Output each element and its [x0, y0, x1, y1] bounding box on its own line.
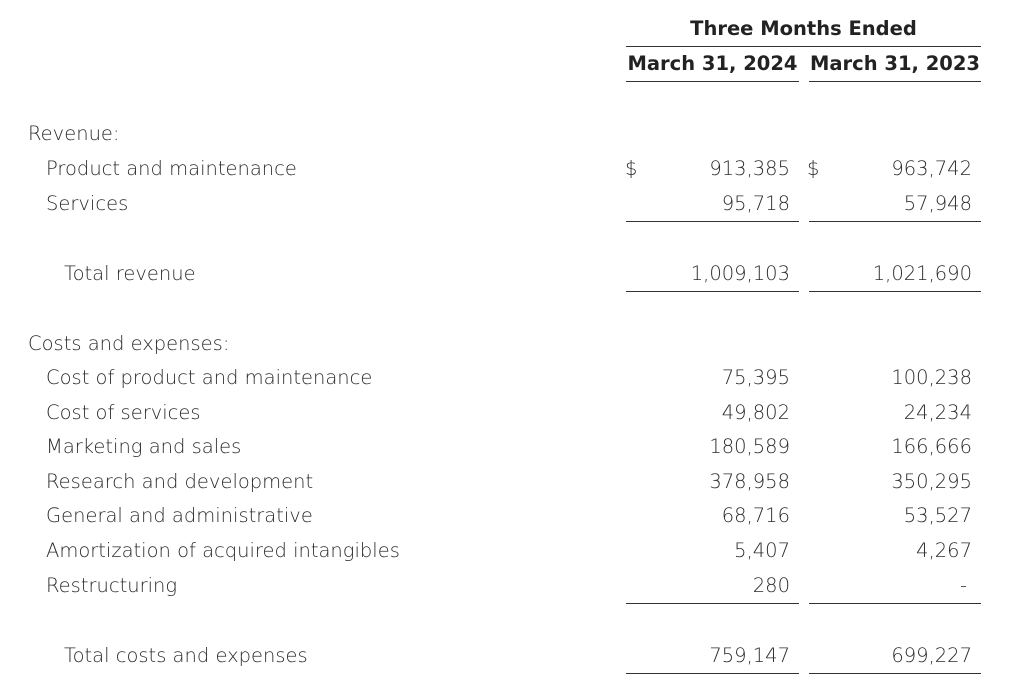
row-label-marketing-sales: Marketing and sales [46, 435, 242, 458]
value-research-development-2024: 378,958 [709, 470, 790, 493]
value-services-2023: 57,948 [903, 192, 972, 215]
total-costs-rule-2023 [809, 673, 981, 674]
column-header-rule-2024 [626, 81, 799, 82]
column-header-2024: March 31, 2024 [627, 52, 798, 75]
column-header-rule-2023 [809, 81, 981, 82]
value-marketing-sales-2023: 166,666 [891, 435, 972, 458]
value-cost-services-2023: 24,234 [903, 401, 972, 424]
row-label-cost-product-maintenance: Cost of product and maintenance [46, 366, 373, 389]
row-label-amortization: Amortization of acquired intangibles [46, 539, 400, 562]
costs-section-label: Costs and expenses: [28, 332, 230, 355]
header-rule [626, 46, 981, 47]
currency-symbol-2023: $ [807, 157, 820, 180]
value-product-maintenance-2024: 913,385 [709, 157, 790, 180]
value-restructuring-2023: - [959, 574, 967, 597]
column-header-2023: March 31, 2023 [809, 52, 980, 75]
value-total-revenue-2024: 1,009,103 [690, 262, 790, 285]
value-services-2024: 95,718 [721, 192, 790, 215]
value-amortization-2024: 5,407 [734, 539, 790, 562]
total-revenue-rule-2024 [626, 291, 799, 292]
value-marketing-sales-2024: 180,589 [709, 435, 790, 458]
value-general-administrative-2024: 68,716 [721, 504, 790, 527]
value-amortization-2023: 4,267 [916, 539, 972, 562]
row-label-services: Services [46, 192, 129, 215]
revenue-section-label: Revenue: [28, 122, 120, 145]
value-product-maintenance-2023: 963,742 [891, 157, 972, 180]
row-label-total-revenue: Total revenue [64, 262, 196, 285]
subtotal-rule-2023 [809, 221, 981, 222]
total-revenue-rule-2023 [809, 291, 981, 292]
value-cost-product-maintenance-2024: 75,395 [721, 366, 790, 389]
row-label-product-maintenance: Product and maintenance [46, 157, 297, 180]
subtotal-rule-2024 [626, 221, 799, 222]
value-cost-product-maintenance-2023: 100,238 [891, 366, 972, 389]
value-total-revenue-2023: 1,021,690 [872, 262, 972, 285]
row-label-total-costs: Total costs and expenses [64, 644, 308, 667]
value-cost-services-2024: 49,802 [721, 401, 790, 424]
row-label-restructuring: Restructuring [46, 574, 178, 597]
costs-subtotal-rule-2024 [626, 603, 799, 604]
value-total-costs-2024: 759,147 [709, 644, 790, 667]
value-total-costs-2023: 699,227 [891, 644, 972, 667]
value-general-administrative-2023: 53,527 [903, 504, 972, 527]
row-label-general-administrative: General and administrative [46, 504, 313, 527]
row-label-research-development: Research and development [46, 470, 314, 493]
total-costs-rule-2024 [626, 673, 799, 674]
costs-subtotal-rule-2023 [809, 603, 981, 604]
value-research-development-2023: 350,295 [891, 470, 972, 493]
currency-symbol-2024: $ [625, 157, 638, 180]
row-label-cost-services: Cost of services [46, 401, 201, 424]
period-title: Three Months Ended [690, 17, 917, 40]
value-restructuring-2024: 280 [752, 574, 790, 597]
